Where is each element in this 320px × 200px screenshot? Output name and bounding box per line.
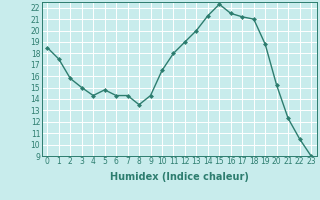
- X-axis label: Humidex (Indice chaleur): Humidex (Indice chaleur): [110, 172, 249, 182]
